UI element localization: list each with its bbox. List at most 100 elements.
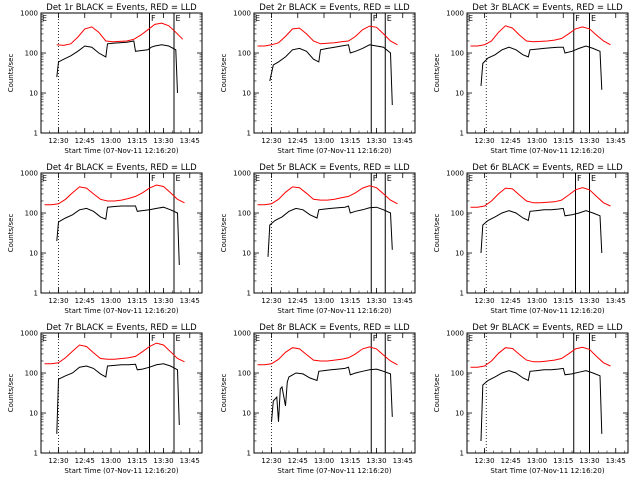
chart-svg: Det 2r BLACK = Events, RED = LLD 1 10 100 10… xyxy=(220,3,416,155)
plot-frame xyxy=(253,12,416,134)
x-axis-label: Start Time (07-Nov-11 12:16:20) xyxy=(490,147,604,155)
chart-svg: Det 6r BLACK = Events, RED = LLD 1 10 100 10… xyxy=(433,163,629,315)
x-tick-label: 12:45 xyxy=(501,297,521,305)
plot-frame xyxy=(40,172,203,294)
detector-panel-9: Det 9r BLACK = Events, RED = LLD 1 10 100 10… xyxy=(426,320,639,480)
y-tick-label: 10 xyxy=(242,410,251,418)
x-tick-label: 12:45 xyxy=(501,457,521,465)
x-axis-label: Start Time (07-Nov-11 12:16:20) xyxy=(64,147,178,155)
chart-svg: Det 3r BLACK = Events, RED = LLD 1 10 100 10… xyxy=(433,3,629,155)
y-axis-label: Counts/sec xyxy=(7,214,15,253)
y-tick-label: 10 xyxy=(29,90,38,98)
x-tick-label: 13:00 xyxy=(101,297,121,305)
flag-label: F xyxy=(577,174,582,183)
x-tick-label: 12:30 xyxy=(474,137,494,145)
x-tick-label: 13:30 xyxy=(366,297,386,305)
events-series-line xyxy=(271,366,393,422)
x-tick-label: 13:15 xyxy=(127,137,147,145)
y-tick-label: 10 xyxy=(242,250,251,258)
y-axis-label: Counts/sec xyxy=(433,374,441,413)
lld-series-line xyxy=(56,22,184,46)
plot-frame xyxy=(466,172,629,294)
events-series-line xyxy=(56,40,178,94)
lld-series-line xyxy=(257,185,398,206)
x-tick-label: 13:15 xyxy=(340,457,360,465)
detector-panel-2: Det 2r BLACK = Events, RED = LLD 1 10 100 10… xyxy=(213,0,426,160)
y-tick-label: 100 xyxy=(238,50,251,58)
plot-frame xyxy=(40,332,203,454)
y-tick-label: 1000 xyxy=(233,170,251,178)
y-tick-label: 1000 xyxy=(446,10,464,18)
y-tick-label: 1 xyxy=(34,450,38,458)
x-tick-label: 13:00 xyxy=(314,297,334,305)
detector-panel-6: Det 6r BLACK = Events, RED = LLD 1 10 100 10… xyxy=(426,160,639,320)
chart-svg: Det 5r BLACK = Events, RED = LLD 1 10 100 10… xyxy=(220,163,416,315)
y-tick-label: 10 xyxy=(455,410,464,418)
flag-label: E xyxy=(387,14,392,23)
y-axis-label: Counts/sec xyxy=(7,54,15,93)
x-tick-label: 13:30 xyxy=(579,297,599,305)
y-tick-label: 100 xyxy=(25,50,38,58)
x-tick-label: 12:30 xyxy=(48,297,68,305)
x-tick-label: 13:45 xyxy=(393,297,413,305)
y-axis-label: Counts/sec xyxy=(433,214,441,253)
y-tick-label: 1 xyxy=(34,290,38,298)
chart-svg: Det 4r BLACK = Events, RED = LLD 1 10 100 10… xyxy=(7,163,203,315)
x-tick-label: 13:30 xyxy=(153,297,173,305)
flag-label: F xyxy=(151,174,156,183)
detector-panel-5: Det 5r BLACK = Events, RED = LLD 1 10 100 10… xyxy=(213,160,426,320)
x-tick-label: 12:30 xyxy=(261,297,281,305)
x-axis-label: Start Time (07-Nov-11 12:16:20) xyxy=(277,467,391,475)
lld-series-line xyxy=(44,342,185,365)
y-tick-label: 1000 xyxy=(446,330,464,338)
flag-label: E xyxy=(176,174,181,183)
flag-label: E xyxy=(387,174,392,183)
y-axis-label: Counts/sec xyxy=(220,214,228,253)
plot-frame xyxy=(40,12,203,134)
chart-svg: Det 7r BLACK = Events, RED = LLD 1 10 100 10… xyxy=(7,323,203,475)
y-tick-label: 100 xyxy=(238,370,251,378)
events-series-line xyxy=(56,363,180,434)
flag-label: F xyxy=(373,334,378,343)
x-tick-label: 13:45 xyxy=(393,457,413,465)
x-tick-label: 13:45 xyxy=(180,137,200,145)
y-tick-label: 1 xyxy=(34,130,38,138)
x-tick-label: 12:45 xyxy=(288,457,308,465)
lld-series-line xyxy=(257,346,398,366)
y-axis-label: Counts/sec xyxy=(220,374,228,413)
lld-series-line xyxy=(44,184,185,206)
x-tick-label: 13:30 xyxy=(579,457,599,465)
x-axis-label: Start Time (07-Nov-11 12:16:20) xyxy=(64,307,178,315)
x-tick-label: 12:45 xyxy=(288,137,308,145)
y-tick-label: 100 xyxy=(451,370,464,378)
flag-label: E xyxy=(387,334,392,343)
x-tick-label: 12:30 xyxy=(261,137,281,145)
y-tick-label: 10 xyxy=(455,90,464,98)
y-axis-label: Counts/sec xyxy=(433,54,441,93)
x-tick-label: 13:00 xyxy=(101,457,121,465)
x-tick-label: 12:30 xyxy=(48,137,68,145)
x-tick-label: 13:15 xyxy=(553,137,573,145)
chart-title: Det 8r BLACK = Events, RED = LLD xyxy=(259,323,410,333)
flag-label-left-E: E xyxy=(42,334,47,343)
y-axis-label: Counts/sec xyxy=(7,374,15,413)
chart-title: Det 6r BLACK = Events, RED = LLD xyxy=(472,163,623,173)
plot-frame xyxy=(253,332,416,454)
chart-svg: Det 1r BLACK = Events, RED = LLD 1 10 100 10… xyxy=(7,3,203,155)
chart-title: Det 4r BLACK = Events, RED = LLD xyxy=(46,163,197,173)
flag-label-left-E: E xyxy=(468,174,473,183)
y-tick-label: 1000 xyxy=(233,330,251,338)
x-tick-label: 13:15 xyxy=(340,297,360,305)
chart-svg: Det 9r BLACK = Events, RED = LLD 1 10 100 10… xyxy=(433,323,629,475)
flag-label-left-E: E xyxy=(255,14,260,23)
x-tick-label: 13:15 xyxy=(127,457,147,465)
x-tick-label: 13:00 xyxy=(101,137,121,145)
flag-label: E xyxy=(176,334,181,343)
x-tick-label: 13:45 xyxy=(606,457,626,465)
x-tick-label: 13:30 xyxy=(153,137,173,145)
x-tick-label: 12:30 xyxy=(261,457,281,465)
x-tick-label: 13:30 xyxy=(579,137,599,145)
flag-label-left-E: E xyxy=(468,334,473,343)
y-tick-label: 100 xyxy=(451,210,464,218)
